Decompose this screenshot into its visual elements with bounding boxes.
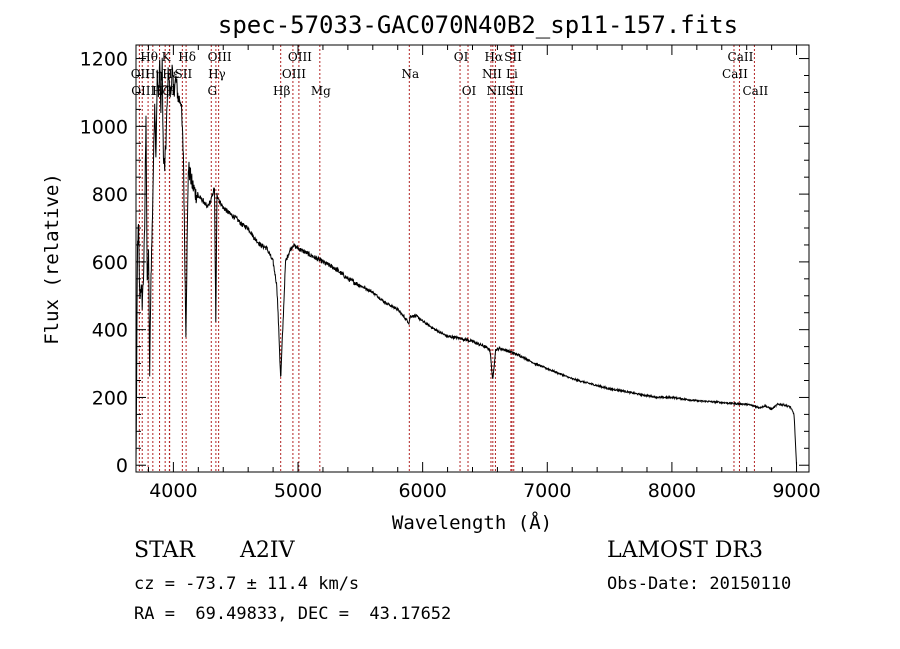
y-tick-label-5: 1000 [80, 116, 128, 138]
y-tick-label-2: 400 [92, 320, 128, 342]
line-label-13: Hγ [208, 67, 226, 81]
y-tick-label-0: 0 [116, 455, 128, 477]
object-class: STAR [134, 538, 195, 563]
y-tick-label-1: 200 [92, 387, 128, 409]
line-label-7: SII [504, 50, 522, 64]
line-label-15: Na [401, 67, 419, 81]
coordinates: RA = 69.49833, DEC = 43.17652 [134, 604, 452, 624]
survey-name: LAMOST DR3 [607, 538, 763, 563]
line-label-11: Hε [162, 67, 179, 81]
line-label-23: Hβ [273, 84, 290, 98]
line-label-20: Hζ [152, 84, 169, 98]
x-axis-label: Wavelength (Å) [392, 511, 552, 534]
y-tick-label-3: 600 [92, 252, 128, 274]
line-label-1: K [162, 50, 172, 64]
line-label-6: Hα [485, 50, 504, 64]
x-axis: 4000 5000 6000 7000 8000 9000 [147, 45, 821, 502]
line-label-0: Hθ [140, 50, 158, 64]
line-label-22: G [207, 84, 217, 98]
x-tick-label-5: 9000 [772, 480, 820, 502]
line-label-8: CaII [728, 50, 754, 64]
line-label-25: OI [462, 84, 477, 98]
line-label-17: Li [506, 67, 518, 81]
y-tick-label-4: 800 [92, 184, 128, 206]
line-label-5: OI [454, 50, 469, 64]
line-label-27: SII [506, 84, 524, 98]
y-tick-label-6: 1200 [80, 49, 128, 71]
x-tick-label-1: 5000 [274, 480, 322, 502]
line-markers [138, 45, 755, 472]
spectrum-layer [135, 57, 797, 465]
spectrum-line [135, 57, 797, 465]
line-label-9: OII [131, 67, 151, 81]
line-label-28: CaII [742, 84, 768, 98]
line-label-16: NII [482, 67, 502, 81]
line-label-2: Hδ [178, 50, 196, 64]
line-label-26: NII [486, 84, 506, 98]
line-label-18: CaII [722, 67, 748, 81]
line-label-24: Mg [311, 84, 331, 98]
redshift-velocity: cz = -73.7 ± 11.4 km/s [134, 574, 360, 594]
x-tick-label-2: 6000 [398, 480, 446, 502]
line-label-10: Hη [145, 67, 163, 81]
line-label-12: SII [175, 67, 193, 81]
line-label-3: OIII [208, 50, 232, 64]
x-tick-label-4: 8000 [648, 480, 696, 502]
y-axis-label: Flux (relative) [41, 173, 63, 345]
object-subclass: A2IV [240, 538, 295, 563]
y-axis: 0 200 400 600 800 1000 1200 [80, 49, 809, 477]
line-label-19: OIII [131, 84, 155, 98]
chart-title: spec-57033-GAC070N40B2_sp11-157.fits [218, 11, 738, 39]
line-label-21: H [165, 84, 175, 98]
plot-frame [135, 44, 810, 473]
x-tick-label-0: 4000 [149, 480, 197, 502]
line-label-4: OIII [288, 50, 312, 64]
x-tick-label-3: 7000 [523, 480, 571, 502]
line-label-14: OIII [282, 67, 306, 81]
observation-date: Obs-Date: 20150110 [607, 574, 792, 594]
